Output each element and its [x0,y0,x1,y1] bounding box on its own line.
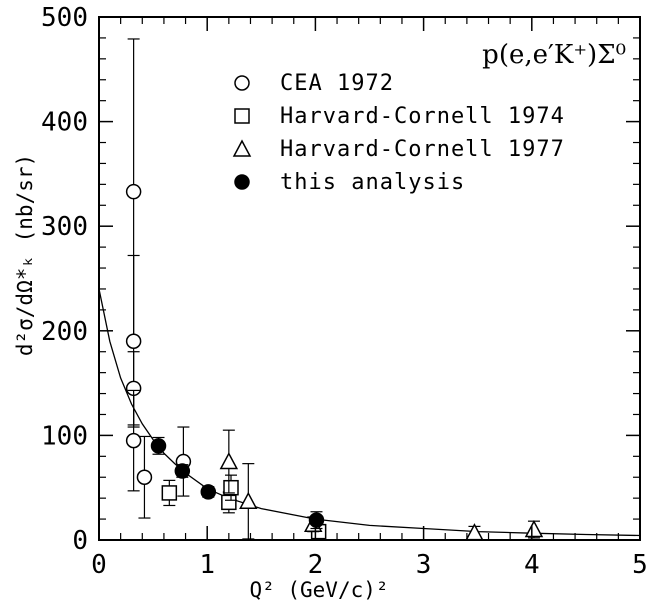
y-axis-title: d²σ/dΩ*ₖ (nb/sr) [13,154,37,356]
y-tick-label: 100 [41,421,88,451]
axis-ticks-layer: 0 1 2 3 4 5 0 100 200 300 400 500 [41,3,646,580]
legend-label: Harvard-Cornell 1974 [280,104,565,129]
open-triangle-point [239,491,258,510]
x-tick-label: 0 [91,550,107,580]
y-tick-label: 300 [41,212,88,242]
legend-marker-filled-circle [234,174,250,190]
fit-curve [98,288,641,537]
open-circle-point [125,432,142,449]
x-tick-label: 1 [199,550,215,580]
filled-circle-point [200,484,217,500]
legend-label: Harvard-Cornell 1977 [280,137,565,162]
y-tick-label: 200 [41,317,88,347]
open-triangle-point [219,451,239,470]
fit-curve-layer [98,288,641,537]
open-square-point [161,485,178,501]
legend-marker-open-triangle [232,139,252,157]
open-square-point [221,494,237,511]
x-tick-label: 2 [308,550,324,580]
y-tick-label: 0 [72,526,88,556]
reaction-annotation: p(e,e′K⁺)Σ⁰ [482,40,626,70]
legend: CEA 1972 Harvard-Cornell 1974 Harvard-Corn… [232,71,565,195]
filled-circle-point [174,463,191,479]
x-tick-label: 5 [632,550,646,580]
x-tick-label: 4 [524,550,540,580]
open-circle-point [136,469,153,485]
open-square-point [223,479,239,496]
filled-circle-point [308,512,325,528]
legend-marker-open-circle [234,75,250,91]
y-tick-label: 500 [41,3,88,33]
legend-label: this analysis [280,170,465,195]
plot-frame [98,16,641,541]
open-triangle-point [524,519,544,538]
legend-marker-open-square [234,108,250,124]
data-points-layer [125,38,544,541]
legend-label: CEA 1972 [280,71,394,96]
x-tick-label: 3 [416,550,432,580]
open-circle-point [125,183,142,200]
filled-circle-point [150,438,167,454]
y-tick-label: 400 [41,108,88,138]
open-circle-point [125,333,142,350]
x-axis-title: Q² (GeV/c)² [249,578,388,602]
